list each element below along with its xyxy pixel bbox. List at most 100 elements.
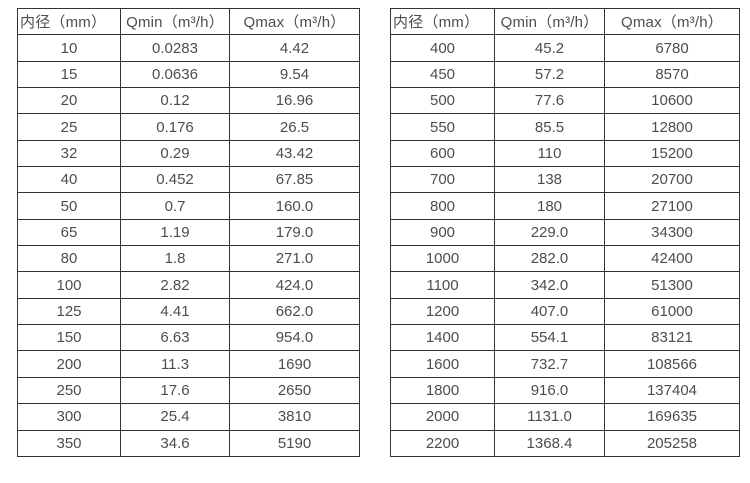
- table-cell: 0.12: [120, 87, 230, 115]
- table-row: 40 0.452 67.85: [17, 166, 360, 194]
- table-cell: 550: [390, 113, 495, 141]
- table-cell: 4.41: [120, 297, 230, 326]
- table-row: 100 2.82 424.0: [17, 271, 360, 299]
- table-row: 1100 342.0 51300: [390, 271, 740, 299]
- table-cell: 51300: [604, 271, 740, 299]
- table-cell: 0.7: [120, 192, 230, 220]
- table-row: 900 229.0 34300: [390, 218, 740, 247]
- table-cell: 20700: [604, 166, 740, 194]
- table-cell: 15200: [604, 139, 740, 168]
- table-cell: 25: [17, 113, 121, 141]
- table-cell: 300: [17, 403, 121, 431]
- table-cell: 6780: [604, 34, 740, 62]
- table-cell: 34.6: [120, 429, 230, 457]
- table-cell: 1400: [390, 324, 495, 352]
- table-cell: 80: [17, 245, 121, 273]
- table-cell: 42400: [604, 245, 740, 273]
- table-cell: 15: [17, 60, 121, 89]
- table-cell: 732.7: [494, 350, 605, 378]
- table-row: 10 0.0283 4.42: [17, 34, 360, 62]
- column-header: 内径（mm）: [17, 7, 121, 36]
- table-cell: 916.0: [494, 376, 605, 405]
- table-header: 内径（mm） Qmin（m³/h） Qmax（m³/h）: [17, 7, 360, 36]
- table-cell: 1100: [390, 271, 495, 299]
- table-cell: 2000: [390, 403, 495, 431]
- table-row: 1200 407.0 61000: [390, 297, 740, 326]
- table-cell: 27100: [604, 192, 740, 220]
- column-header: Qmax（m³/h）: [229, 7, 360, 36]
- table-cell: 2200: [390, 429, 495, 457]
- table-cell: 554.1: [494, 324, 605, 352]
- table-row: 1400 554.1 83121: [390, 324, 740, 352]
- table-cell: 12800: [604, 113, 740, 141]
- table-row: 500 77.6 10600: [390, 87, 740, 115]
- table-cell: 350: [17, 429, 121, 457]
- table-cell: 1131.0: [494, 403, 605, 431]
- table-cell: 110: [494, 139, 605, 168]
- table-cell: 67.85: [229, 166, 360, 194]
- table-cell: 3810: [229, 403, 360, 431]
- column-header: Qmin（m³/h）: [120, 7, 230, 36]
- table-cell: 342.0: [494, 271, 605, 299]
- table-cell: 5190: [229, 429, 360, 457]
- table-cell: 10600: [604, 87, 740, 115]
- column-header: Qmax（m³/h）: [604, 7, 740, 36]
- table-cell: 2.82: [120, 271, 230, 299]
- table-row: 250 17.6 2650: [17, 376, 360, 405]
- table-cell: 138: [494, 166, 605, 194]
- table-cell: 1600: [390, 350, 495, 378]
- table-row: 2000 1131.0 169635: [390, 403, 740, 431]
- table-row: 350 34.6 5190: [17, 429, 360, 457]
- tables-container: 内径（mm） Qmin（m³/h） Qmax（m³/h） 10 0.0283 4.42 1…: [17, 7, 740, 457]
- table-cell: 282.0: [494, 245, 605, 273]
- table-cell: 160.0: [229, 192, 360, 220]
- flow-range-table-small-diameters: 内径（mm） Qmin（m³/h） Qmax（m³/h） 10 0.0283 4.42 1…: [17, 7, 360, 457]
- table-cell: 45.2: [494, 34, 605, 62]
- table-cell: 1690: [229, 350, 360, 378]
- table-cell: 0.0636: [120, 60, 230, 89]
- table-row: 125 4.41 662.0: [17, 297, 360, 326]
- table-cell: 271.0: [229, 245, 360, 273]
- table-cell: 43.42: [229, 139, 360, 168]
- table-cell: 77.6: [494, 87, 605, 115]
- table-row: 300 25.4 3810: [17, 403, 360, 431]
- table-row: 400 45.2 6780: [390, 34, 740, 62]
- table-cell: 1800: [390, 376, 495, 405]
- table-cell: 2650: [229, 376, 360, 405]
- table-cell: 700: [390, 166, 495, 194]
- table-cell: 61000: [604, 297, 740, 326]
- table-cell: 85.5: [494, 113, 605, 141]
- table-row: 600 110 15200: [390, 139, 740, 168]
- table-row: 800 180 27100: [390, 192, 740, 220]
- table-cell: 900: [390, 218, 495, 247]
- table-cell: 954.0: [229, 324, 360, 352]
- table-cell: 1.19: [120, 218, 230, 247]
- table-cell: 1200: [390, 297, 495, 326]
- table-cell: 200: [17, 350, 121, 378]
- header-row: 内径（mm） Qmin（m³/h） Qmax（m³/h）: [17, 7, 360, 36]
- table-cell: 16.96: [229, 87, 360, 115]
- table-cell: 1368.4: [494, 429, 605, 457]
- table-cell: 180: [494, 192, 605, 220]
- table-body: 400 45.2 6780 450 57.2 8570 500 77.6 10600 550 85.…: [390, 34, 740, 457]
- column-header: 内径（mm）: [390, 7, 495, 36]
- table-cell: 0.452: [120, 166, 230, 194]
- table-cell: 800: [390, 192, 495, 220]
- column-header: Qmin（m³/h）: [494, 7, 605, 36]
- table-row: 550 85.5 12800: [390, 113, 740, 141]
- table-row: 1600 732.7 108566: [390, 350, 740, 378]
- table-row: 700 138 20700: [390, 166, 740, 194]
- table-cell: 25.4: [120, 403, 230, 431]
- table-cell: 424.0: [229, 271, 360, 299]
- table-cell: 6.63: [120, 324, 230, 352]
- table-row: 25 0.176 26.5: [17, 113, 360, 141]
- table-cell: 125: [17, 297, 121, 326]
- table-row: 20 0.12 16.96: [17, 87, 360, 115]
- table-row: 150 6.63 954.0: [17, 324, 360, 352]
- table-cell: 500: [390, 87, 495, 115]
- table-row: 1800 916.0 137404: [390, 376, 740, 405]
- table-row: 65 1.19 179.0: [17, 218, 360, 247]
- table-cell: 662.0: [229, 297, 360, 326]
- table-cell: 407.0: [494, 297, 605, 326]
- table-cell: 11.3: [120, 350, 230, 378]
